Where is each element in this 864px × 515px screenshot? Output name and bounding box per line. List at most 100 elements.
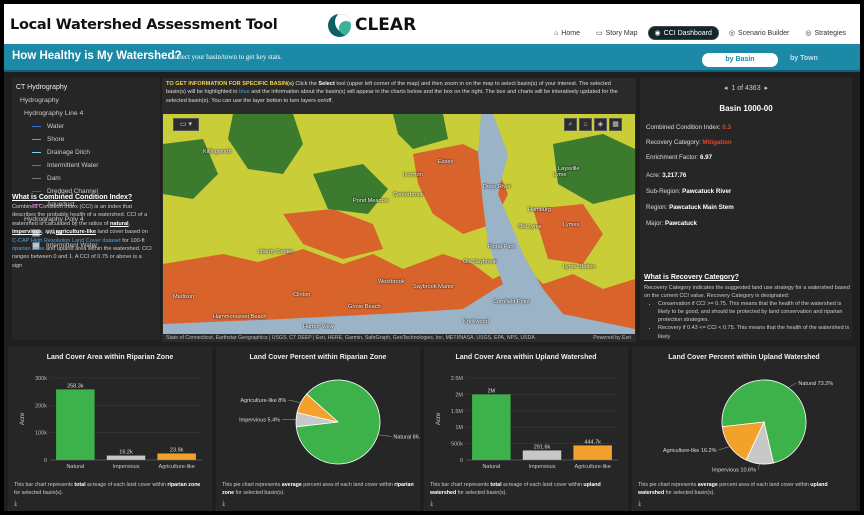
basin-area-fair[interactable] xyxy=(393,114,448,149)
watershed-map[interactable]: ▭ ▾ ⌕ ⌂ ◈ ▦ Killingworth Essex Ivoryton Pon… xyxy=(163,114,635,342)
detail-recovery-value: Mitigation xyxy=(702,139,732,146)
ccap-link[interactable]: C-CAP High Resolution Land Cover dataset xyxy=(12,237,121,244)
map-pane: TO GET INFORMATION FOR SPECIFIC BASIN(s)… xyxy=(162,78,636,342)
nav-cci-dashboard-label: CCI Dashboard xyxy=(663,29,712,37)
nav-scenario-builder-label: Scenario Builder xyxy=(737,29,790,37)
basin-area-fair[interactable] xyxy=(163,139,218,199)
by-town-toggle[interactable]: by Town xyxy=(790,55,818,62)
cci-aglike: agriculture-like xyxy=(55,229,96,236)
layers-icon[interactable]: ◈ xyxy=(594,118,607,131)
main-nav: ⌂ Home ▭ Story Map ◉ CCI Dashboard ◎ Scenari… xyxy=(548,26,852,40)
legend-group-line: Hydrography Line 4 xyxy=(24,110,84,117)
logo-text: CLEAR xyxy=(355,15,417,35)
y-tick-label: 2.5M xyxy=(451,376,464,382)
legend-label: Aqueduct xyxy=(47,201,75,208)
select-tool-button[interactable]: ▭ ▾ xyxy=(173,118,199,131)
download-icon[interactable]: ⤓ xyxy=(430,500,434,507)
detail-recovery: Recovery Category: Mitigation xyxy=(646,139,732,146)
legend-swatch xyxy=(32,139,41,140)
note-mid: acreage of each land cover within xyxy=(85,482,168,488)
basin-area-poor[interactable] xyxy=(283,209,383,259)
basemap-icon[interactable]: ▦ xyxy=(609,118,622,131)
place-label: Centerbrook xyxy=(393,192,424,198)
legend-swatch xyxy=(32,126,41,127)
note-post: for selected basin(s). xyxy=(234,489,285,496)
detail-recovery-key: Recovery Category: xyxy=(646,139,701,146)
bar xyxy=(472,394,511,460)
x-tick-label: Natural xyxy=(66,464,84,470)
nav-cci-dashboard[interactable]: ◉ CCI Dashboard xyxy=(647,26,719,40)
basin-area-fair[interactable] xyxy=(313,164,388,214)
map-book-icon: ▭ xyxy=(595,30,603,37)
nav-home[interactable]: ⌂ Home xyxy=(548,28,586,39)
slice-leader xyxy=(757,463,760,470)
map-attribution: Powered by Esri State of Connecticut, Ear… xyxy=(163,334,635,342)
bar-value-label: 291.6k xyxy=(534,444,551,450)
note-post: for selected basin(s). xyxy=(14,489,64,496)
chart-note: This pie chart represents average percen… xyxy=(638,482,830,497)
banner-title: How Healthy is My Watershed? xyxy=(12,50,182,62)
note-bold-1: average xyxy=(697,482,718,488)
pin-icon: ◎ xyxy=(728,30,735,37)
detail-cci-key: Combined Condition Index: xyxy=(646,124,721,131)
river-water xyxy=(163,114,635,342)
x-tick-label: Agriculture-like xyxy=(574,464,610,470)
place-label: Westbrook xyxy=(378,279,405,285)
note-mid: percent area of each land cover within xyxy=(301,482,395,488)
clear-logo[interactable]: CLEAR xyxy=(328,12,418,38)
place-label: Hamburg xyxy=(528,207,552,213)
basin-area-fair[interactable] xyxy=(553,134,635,204)
legend-swatch xyxy=(32,228,40,237)
slice-label: Agriculture-like 16.2% xyxy=(663,448,717,454)
x-tick-label: Impervious xyxy=(529,464,556,470)
home-extent-icon[interactable]: ⌂ xyxy=(579,118,592,131)
riparian-link[interactable]: riparian zone xyxy=(12,246,45,253)
by-basin-toggle[interactable]: by Basin xyxy=(702,53,778,67)
basin-area-fair[interactable] xyxy=(228,114,303,174)
nav-home-label: Home xyxy=(561,29,580,37)
map-instructions-head: TO GET INFORMATION FOR SPECIFIC BASIN(s) xyxy=(166,81,294,87)
slice-label: Natural 86.5% xyxy=(393,434,420,440)
detail-enrichment-value: 6.97 xyxy=(700,154,713,161)
download-icon[interactable]: ⤓ xyxy=(638,500,642,507)
chart-panel-riparian-percent: Land Cover Percent within Riparian Zone … xyxy=(216,346,420,511)
detail-enrichment: Enrichment Factor: 6.97 xyxy=(646,154,712,161)
nav-scenario-builder[interactable]: ◎ Scenario Builder xyxy=(723,27,795,39)
prev-arrow-icon[interactable]: ◂ xyxy=(723,85,728,92)
cci-impervious: impervious xyxy=(12,229,42,236)
place-label: Old Lyme xyxy=(518,224,542,230)
note-bold-1: total xyxy=(74,482,86,488)
basin-area-poor[interactable] xyxy=(533,204,603,264)
note-bold-2: upland watershed xyxy=(638,482,828,496)
next-arrow-icon[interactable]: ▸ xyxy=(764,85,768,92)
download-icon[interactable]: ⤓ xyxy=(222,500,226,507)
place-label: Lyme Station xyxy=(563,264,596,270)
recovery-category-question[interactable]: What is Recovery Category? xyxy=(644,274,739,281)
map-instructions-2: tool (upper left corner of the map) and … xyxy=(166,81,611,96)
slice-label: Natural 73.2% xyxy=(798,381,833,387)
legend-label: Water xyxy=(47,123,65,130)
map-canvas[interactable] xyxy=(163,114,635,342)
place-label: Harbor View xyxy=(303,324,334,330)
legend-label: Drainage Ditch xyxy=(47,149,90,156)
map-instructions: TO GET INFORMATION FOR SPECIFIC BASIN(s)… xyxy=(166,80,632,105)
nav-story-map[interactable]: ▭ Story Map xyxy=(590,27,644,39)
slice-leader xyxy=(718,446,730,451)
app-title: Local Watershed Assessment Tool xyxy=(10,17,278,33)
place-label: Lyme xyxy=(553,172,567,178)
x-tick-label: Natural xyxy=(482,464,500,470)
nav-strategies[interactable]: ◎ Strategies xyxy=(799,27,852,39)
basin-detail-panel: ◂ 1 of 4363 ▸ Basin 1000-00 Combined Con… xyxy=(640,78,852,340)
download-icon[interactable]: ⤓ xyxy=(14,500,18,507)
powered-by-esri[interactable]: Powered by Esri xyxy=(593,335,631,341)
legend-item: Dam xyxy=(12,172,160,185)
legend-label: Dam xyxy=(47,175,61,182)
cci-question[interactable]: What is Combined Condition Index? xyxy=(12,194,133,201)
search-icon[interactable]: ⌕ xyxy=(564,118,577,131)
y-tick-label: 100k xyxy=(35,431,47,437)
detail-acre-value: 3,217.76 xyxy=(662,172,687,179)
place-label: Hammonasset Beach xyxy=(213,314,267,320)
y-axis-label: Acre xyxy=(436,412,442,425)
chart-panel-upland-percent: Land Cover Percent within Upland Watersh… xyxy=(632,346,856,511)
